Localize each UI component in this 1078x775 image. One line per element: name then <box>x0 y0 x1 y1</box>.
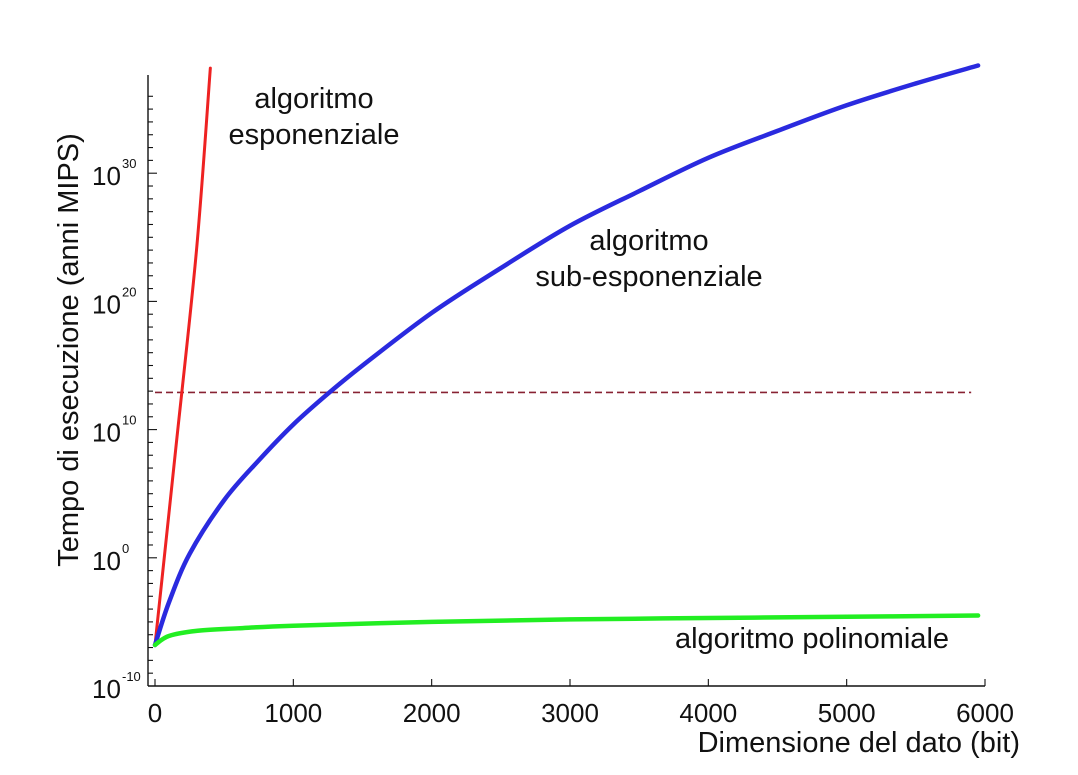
y-tick-exponent: 0 <box>122 541 129 556</box>
series-label: algoritmo polinomiale <box>675 623 949 655</box>
y-tick-label: 10 <box>92 546 121 576</box>
series-lines <box>152 63 981 648</box>
series-label: algoritmo <box>589 225 708 257</box>
x-tick-label: 3000 <box>541 698 599 728</box>
x-tick-label: 5000 <box>818 698 876 728</box>
y-tick-label: 10 <box>92 289 121 319</box>
exponential-curve <box>153 66 212 647</box>
y-tick-label: 10 <box>92 418 121 448</box>
y-tick-label: 10 <box>92 674 121 704</box>
series-label: sub-esponenziale <box>535 261 762 293</box>
y-tick-exponent: 20 <box>122 284 136 299</box>
x-tick-label: 6000 <box>956 698 1014 728</box>
x-tick-label: 0 <box>148 698 162 728</box>
series-annotations: algoritmo esponenziale algoritmo sub-espone… <box>229 83 949 655</box>
y-tick-exponent: 10 <box>122 413 136 428</box>
polynomial-curve <box>152 613 981 648</box>
series-label: esponenziale <box>229 119 400 151</box>
x-tick-label: 2000 <box>403 698 461 728</box>
x-tick-label: 4000 <box>679 698 737 728</box>
y-tick-label: 10 <box>92 161 121 191</box>
x-axis-title: Dimensione del dato (bit) <box>698 727 1020 759</box>
y-tick-exponent: 30 <box>122 156 136 171</box>
x-tick-label: 1000 <box>264 698 322 728</box>
axes <box>147 75 985 687</box>
y-axis-title: Tempo di esecuzione (anni MIPS) <box>53 133 85 567</box>
sub-exponential-curve <box>152 63 981 648</box>
series-label: algoritmo <box>254 83 373 115</box>
y-tick-exponent: -10 <box>122 669 141 684</box>
